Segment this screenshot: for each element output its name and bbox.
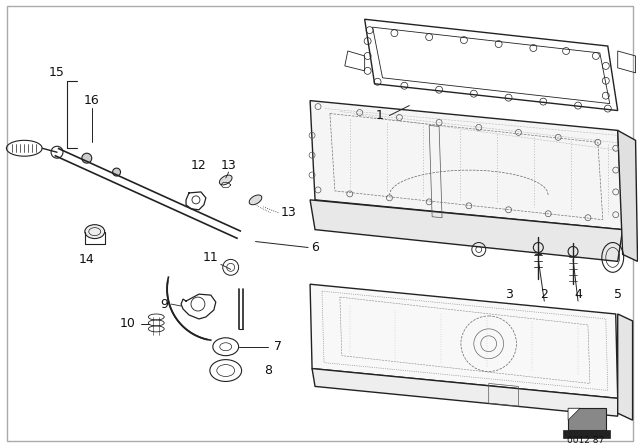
Ellipse shape	[220, 175, 232, 185]
Text: 4: 4	[574, 288, 582, 301]
Ellipse shape	[249, 195, 262, 205]
Polygon shape	[310, 284, 618, 398]
Text: 10: 10	[120, 317, 136, 331]
Ellipse shape	[85, 224, 105, 239]
Text: 5: 5	[614, 288, 621, 301]
Polygon shape	[310, 101, 623, 230]
Text: 0012 87: 0012 87	[567, 436, 605, 445]
Text: 16: 16	[84, 94, 100, 107]
Polygon shape	[618, 314, 632, 420]
Circle shape	[51, 146, 63, 158]
Text: 12: 12	[191, 159, 207, 172]
Text: 9: 9	[160, 297, 168, 310]
Polygon shape	[618, 130, 637, 261]
Text: 14: 14	[79, 253, 95, 266]
Polygon shape	[310, 200, 623, 261]
Circle shape	[82, 153, 92, 163]
Polygon shape	[568, 408, 606, 430]
Circle shape	[113, 168, 120, 176]
Text: 8: 8	[264, 364, 273, 377]
Text: 15: 15	[49, 66, 65, 79]
Text: 3: 3	[504, 288, 513, 301]
Text: 6: 6	[311, 241, 319, 254]
Text: 2: 2	[540, 288, 548, 301]
Text: 7: 7	[275, 340, 282, 353]
Text: 13: 13	[280, 206, 296, 219]
Polygon shape	[563, 430, 610, 438]
Text: 13: 13	[221, 159, 237, 172]
Polygon shape	[312, 369, 618, 416]
Text: 1: 1	[376, 109, 383, 122]
Polygon shape	[568, 408, 580, 420]
Text: 11: 11	[203, 251, 219, 264]
